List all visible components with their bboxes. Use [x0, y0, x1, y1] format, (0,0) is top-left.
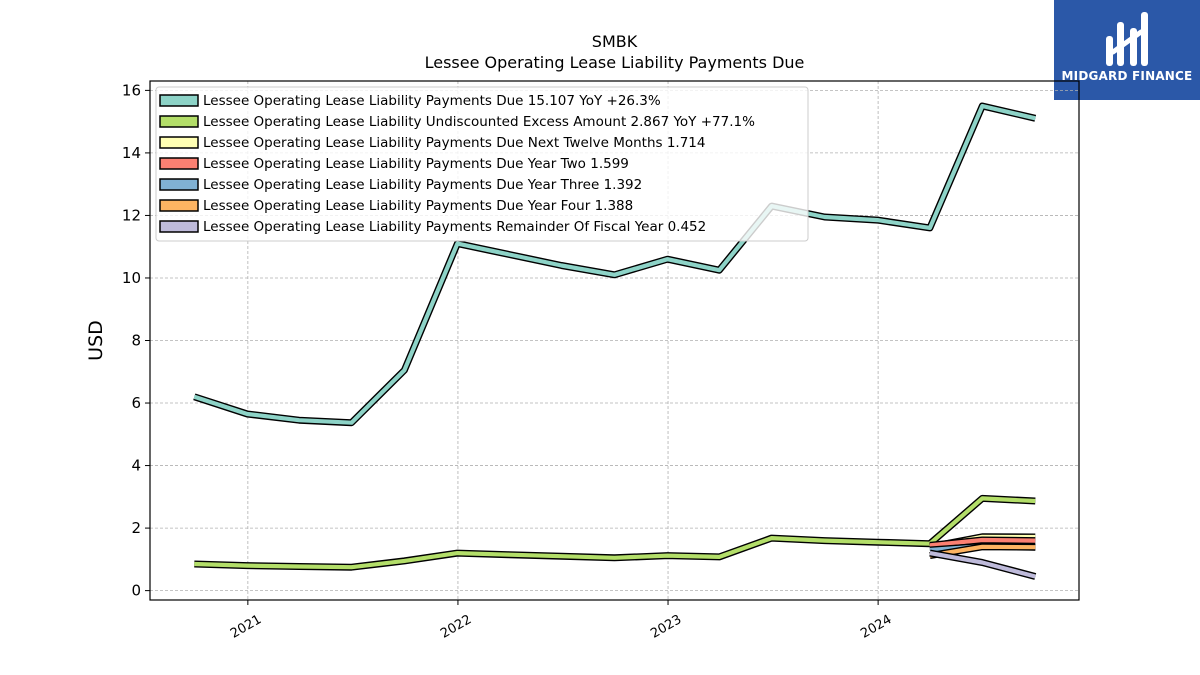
legend-entry-6: Lessee Operating Lease Liability Payment…: [203, 219, 706, 235]
y-axis-label: USD: [85, 320, 107, 361]
chart-title: SMBK: [592, 32, 638, 51]
y-axis: 0 2 4 6 8 10 12 14 16: [122, 81, 150, 600]
series-line-3: [929, 537, 1036, 548]
y-tick-label: 2: [131, 519, 141, 537]
series-layer: [193, 102, 1037, 580]
chart-subtitle: Lessee Operating Lease Liability Payment…: [425, 53, 805, 72]
x-tick-label: 2021: [228, 612, 264, 642]
legend: Lessee Operating Lease Liability Payment…: [155, 86, 809, 242]
x-tick-label: 2022: [438, 612, 474, 642]
midgard-logo-icon: [1106, 12, 1148, 66]
x-tick-label: 2023: [648, 612, 684, 642]
legend-entry-2: Lessee Operating Lease Liability Payment…: [203, 135, 705, 151]
legend-swatch-3: [159, 157, 199, 170]
x-axis: 2021 2022 2023 2024: [228, 600, 894, 642]
legend-swatch-2: [159, 136, 199, 149]
brand-name: MIDGARD FINANCE: [1061, 69, 1193, 83]
series-line-5: [929, 544, 1036, 558]
legend-entry-1: Lessee Operating Lease Liability Undisco…: [203, 114, 755, 130]
x-tick-label: 2024: [858, 612, 894, 642]
y-tick-label: 0: [131, 582, 141, 600]
legend-swatch-4: [159, 178, 199, 191]
y-tick-label: 10: [122, 269, 141, 287]
series-line-0: [193, 103, 1036, 425]
y-tick-label: 8: [131, 332, 141, 350]
legend-entry-5: Lessee Operating Lease Liability Payment…: [203, 198, 633, 214]
legend-box: [155, 86, 809, 242]
y-tick-label: 12: [122, 206, 141, 224]
y-tick-label: 6: [131, 394, 141, 412]
series-line-6: [929, 551, 1036, 579]
brand-logo: MIDGARD FINANCE: [1054, 0, 1200, 100]
legend-entry-3: Lessee Operating Lease Liability Payment…: [203, 156, 629, 172]
legend-swatch-1: [159, 115, 199, 128]
legend-entry-0: Lessee Operating Lease Liability Payment…: [203, 93, 661, 109]
y-tick-label: 16: [122, 81, 141, 99]
legend-swatch-5: [159, 199, 199, 212]
series-line-1: [194, 496, 1036, 570]
legend-entry-4: Lessee Operating Lease Liability Payment…: [203, 177, 642, 193]
y-tick-label: 4: [131, 457, 141, 475]
legend-swatch-6: [159, 220, 199, 233]
legend-swatch-0: [159, 94, 199, 107]
y-tick-label: 14: [122, 144, 141, 162]
